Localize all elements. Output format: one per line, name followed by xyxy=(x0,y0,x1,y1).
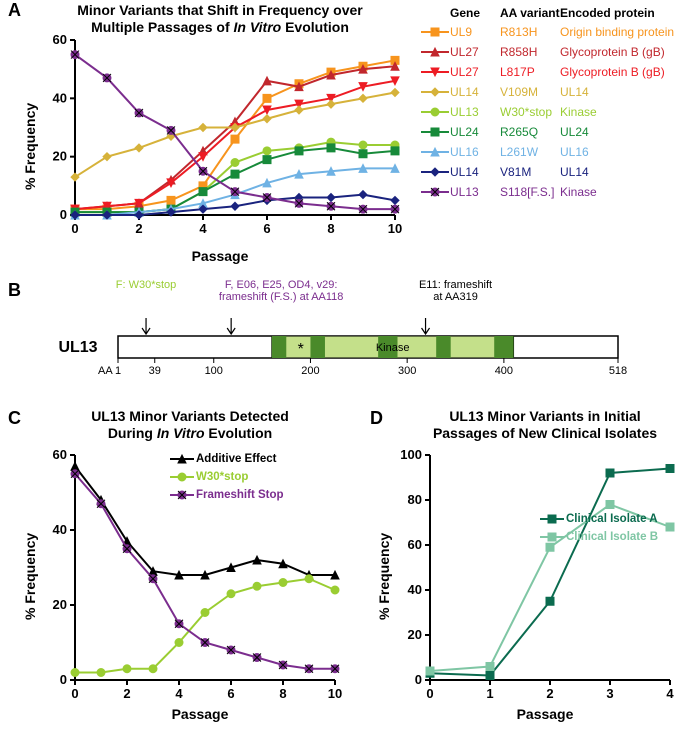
svg-text:300: 300 xyxy=(398,365,416,377)
svg-text:Kinase: Kinase xyxy=(376,342,410,354)
svg-text:100: 100 xyxy=(205,365,223,377)
panel-a-label: A xyxy=(8,0,21,21)
svg-text:200: 200 xyxy=(301,365,319,377)
svg-text:0: 0 xyxy=(60,672,67,687)
panel-d-xlabel: Passage xyxy=(495,706,595,722)
svg-text:4: 4 xyxy=(666,686,674,701)
panel-c-ylabel: % Frequency xyxy=(22,533,38,620)
svg-text:E11: frameshift: E11: frameshift xyxy=(419,280,492,291)
svg-text:2: 2 xyxy=(123,686,130,701)
legend-headers: Gene AA variant Encoded protein xyxy=(420,6,680,20)
panel-d-title: UL13 Minor Variants in Initial Passages … xyxy=(405,408,685,442)
svg-text:60: 60 xyxy=(408,537,422,552)
svg-text:80: 80 xyxy=(408,492,422,507)
svg-text:F, E06, E25, OD4, v29:: F, E06, E25, OD4, v29: xyxy=(225,280,338,291)
svg-text:20: 20 xyxy=(53,597,67,612)
panel-d-ylabel: % Frequency xyxy=(376,533,392,620)
svg-text:6: 6 xyxy=(227,686,234,701)
panel-c-title-l1: UL13 Minor Variants Detected xyxy=(91,408,289,424)
svg-text:20: 20 xyxy=(408,627,422,642)
svg-text:60: 60 xyxy=(53,447,67,462)
svg-text:8: 8 xyxy=(279,686,286,701)
hdr-gene: Gene xyxy=(450,6,500,20)
svg-text:39: 39 xyxy=(149,365,161,377)
svg-text:0: 0 xyxy=(71,221,78,236)
svg-text:2: 2 xyxy=(135,221,142,236)
panel-d-chart: 01234020406080100 xyxy=(398,445,688,703)
svg-text:400: 400 xyxy=(495,365,513,377)
panel-d-label: D xyxy=(370,408,383,429)
svg-text:at AA319: at AA319 xyxy=(433,291,478,303)
svg-text:4: 4 xyxy=(199,221,207,236)
svg-text:100: 100 xyxy=(400,447,422,462)
panel-a-ylabel: % Frequency xyxy=(22,103,38,190)
panel-d-title-l1: UL13 Minor Variants in Initial xyxy=(449,408,640,424)
svg-text:3: 3 xyxy=(606,686,613,701)
hdr-prot: Encoded protein xyxy=(560,6,680,20)
svg-text:20: 20 xyxy=(53,149,67,164)
svg-text:40: 40 xyxy=(53,522,67,537)
panel-c-xlabel: Passage xyxy=(150,706,250,722)
svg-text:1: 1 xyxy=(486,686,493,701)
svg-text:6: 6 xyxy=(263,221,270,236)
panel-c-label: C xyxy=(8,408,21,429)
panel-d-title-l2: Passages of New Clinical Isolates xyxy=(433,425,657,441)
panel-a-xlabel: Passage xyxy=(170,248,270,264)
svg-text:*: * xyxy=(298,341,304,358)
hdr-aa: AA variant xyxy=(500,6,560,20)
panel-c-title-l2: During In Vitro Evolution xyxy=(108,425,272,441)
panel-c-legend: Additive EffectW30*stopFrameshift Stop xyxy=(170,450,284,504)
panel-c-title: UL13 Minor Variants Detected During In V… xyxy=(50,408,330,442)
svg-text:2: 2 xyxy=(546,686,553,701)
panel-d-legend: Clinical Isolate AClinical Isolate B xyxy=(540,510,658,546)
svg-text:10: 10 xyxy=(328,686,342,701)
svg-text:10: 10 xyxy=(388,221,402,236)
svg-text:AA: AA xyxy=(98,365,113,377)
svg-text:60: 60 xyxy=(53,32,67,47)
svg-text:0: 0 xyxy=(426,686,433,701)
svg-text:40: 40 xyxy=(408,582,422,597)
svg-text:0: 0 xyxy=(71,686,78,701)
svg-text:1: 1 xyxy=(115,365,121,377)
svg-text:frameshift (F.S.) at AA118: frameshift (F.S.) at AA118 xyxy=(219,291,344,303)
svg-text:8: 8 xyxy=(327,221,334,236)
svg-text:F: W30*stop: F: W30*stop xyxy=(116,280,177,291)
panel-a-title-line1: Minor Variants that Shift in Frequency o… xyxy=(77,2,363,18)
panel-a-legend: Gene AA variant Encoded protein UL9R813H… xyxy=(420,6,680,202)
svg-text:0: 0 xyxy=(60,207,67,222)
svg-text:518: 518 xyxy=(609,365,627,377)
panel-b-diagram: UL13 Kinase * AA1 39 100 200 300 400 518 F: W30*st… xyxy=(18,280,678,390)
panel-a-chart: 0 2 4 6 8 10 0 20 40 60 xyxy=(45,30,410,248)
svg-text:40: 40 xyxy=(53,90,67,105)
svg-text:4: 4 xyxy=(175,686,183,701)
svg-text:UL13: UL13 xyxy=(58,339,97,356)
svg-text:0: 0 xyxy=(415,672,422,687)
